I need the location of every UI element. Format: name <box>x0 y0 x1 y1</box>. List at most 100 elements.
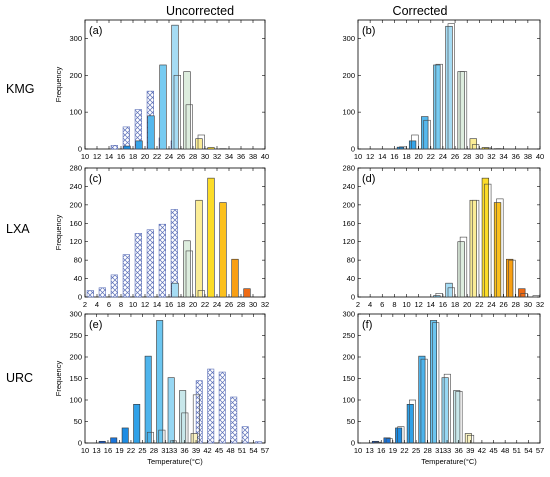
bar-outline <box>532 295 540 298</box>
bar-solid <box>518 288 526 298</box>
y-tick-label: 200 <box>342 353 355 362</box>
x-tick-label: 16 <box>439 300 447 309</box>
x-tick-label: 24 <box>165 152 173 161</box>
x-axis-label: Temperature(°C) <box>421 457 477 466</box>
bar-hatched <box>122 126 130 150</box>
y-tick-label: 200 <box>69 200 82 209</box>
y-tick-label: 40 <box>347 274 355 283</box>
panel-a: 10 12 14 16 18 20 22 24 26 28 30 32 34 36 38 40 0 100 200 3… <box>54 19 269 161</box>
x-tick-label: 8 <box>392 300 396 309</box>
plot-frame <box>84 313 266 444</box>
y-tick-label: 160 <box>342 219 355 228</box>
row-label-kmg: KMG <box>6 82 34 96</box>
bar-hatched <box>122 254 130 298</box>
bar-hatched <box>207 368 215 444</box>
x-tick-label: 38 <box>249 152 257 161</box>
bar-solid <box>135 140 143 150</box>
x-tick-label: 10 <box>354 152 362 161</box>
bar-solid <box>493 202 502 298</box>
bar-outline <box>484 183 492 298</box>
x-tick-label: 25 <box>412 446 420 455</box>
bar-outline <box>484 147 492 150</box>
bar-solid <box>171 24 179 150</box>
bar-outline <box>185 104 193 150</box>
bar-outline <box>409 399 417 444</box>
x-tick-label: 19 <box>389 446 397 455</box>
bar-hatched <box>241 426 249 444</box>
x-tick-label: 28 <box>424 446 432 455</box>
x-tick-label: 8 <box>119 300 123 309</box>
bar-solid <box>469 138 477 150</box>
bar-solid <box>171 282 179 298</box>
y-tick-label: 100 <box>342 108 355 117</box>
panel-f: 10 13 16 19 22 25 28 31 33 36 39 42 45 48 51 54 57 0 50 100… <box>342 310 544 467</box>
x-tick-label: 45 <box>489 446 497 455</box>
bar-outline <box>459 236 468 298</box>
x-tick-label: 4 <box>368 300 372 309</box>
x-tick-label: 36 <box>237 152 245 161</box>
x-tick-label: 36 <box>455 446 463 455</box>
bar-solid <box>98 440 106 444</box>
y-tick-label: 80 <box>347 256 355 265</box>
panel-e: 10 13 16 19 22 25 28 31 33 36 39 42 45 48 51 54 57 0 50 100… <box>54 310 269 467</box>
y-tick-label: 280 <box>342 164 355 173</box>
panel-label: (b) <box>362 25 375 37</box>
x-tick-label: 26 <box>451 152 459 161</box>
x-tick-label: 10 <box>402 300 410 309</box>
bar-solid <box>179 390 187 444</box>
bar-outline <box>496 198 504 298</box>
x-tick-label: 54 <box>249 446 257 455</box>
y-tick-label: 120 <box>69 237 82 246</box>
x-tick-label: 30 <box>524 300 532 309</box>
x-tick-label: 33 <box>443 446 451 455</box>
y-tick-label: 300 <box>69 34 82 43</box>
x-tick-label: 28 <box>189 152 197 161</box>
x-tick-label: 22 <box>127 446 135 455</box>
x-tick-label: 10 <box>354 446 362 455</box>
bar-solid <box>243 288 251 298</box>
bar-solid <box>457 241 465 298</box>
y-tick-label: 0 <box>78 145 82 154</box>
x-tick-label: 32 <box>536 300 544 309</box>
x-tick-label: 30 <box>475 152 483 161</box>
bar-solid <box>133 403 141 444</box>
x-tick-label: 54 <box>524 446 532 455</box>
bar-hatched <box>255 441 263 444</box>
panel-label: (d) <box>362 173 375 185</box>
bar-solid <box>457 71 465 150</box>
panel-c: 2 4 6 8 10 12 14 16 18 20 22 24 26 28 30 32040801201602… <box>54 164 269 310</box>
x-tick-label: 16 <box>104 446 112 455</box>
row-label-lxa: LXA <box>6 222 30 236</box>
x-tick-label: 40 <box>536 152 544 161</box>
x-tick-label: 12 <box>93 152 101 161</box>
bar-solid <box>183 240 191 298</box>
x-tick-label: 12 <box>414 300 422 309</box>
bar-hatched <box>218 371 226 444</box>
bar-solid <box>481 177 490 298</box>
x-tick-label: 28 <box>512 300 520 309</box>
bar-solid <box>445 282 453 298</box>
bar-outline <box>158 429 166 444</box>
y-tick-label: 120 <box>342 237 355 246</box>
bar-outline <box>399 146 407 150</box>
x-tick-label: 32 <box>261 300 269 309</box>
panel-label: (a) <box>89 25 102 37</box>
y-tick-label: 150 <box>342 374 355 383</box>
bar-solid <box>395 427 403 444</box>
x-tick-label: 39 <box>466 446 474 455</box>
panel-d: 2 4 6 8 10 12 14 16 18 20 22 24 26 28 30 32040801201602… <box>342 164 544 310</box>
y-tick-label: 250 <box>69 331 82 340</box>
bar-outline <box>397 426 405 444</box>
x-tick-label: 6 <box>380 300 384 309</box>
bar-outline <box>471 144 480 150</box>
x-tick-label: 20 <box>189 300 197 309</box>
bar-hatched <box>86 290 94 298</box>
x-tick-label: 25 <box>138 446 146 455</box>
bar-outline <box>423 119 431 150</box>
bar-outline <box>197 290 205 298</box>
y-axis-label: Frequency <box>54 215 63 251</box>
bar-solid <box>418 355 426 444</box>
bar-solid <box>445 25 453 150</box>
y-tick-label: 100 <box>69 108 82 117</box>
panel-label: (f) <box>362 319 372 331</box>
